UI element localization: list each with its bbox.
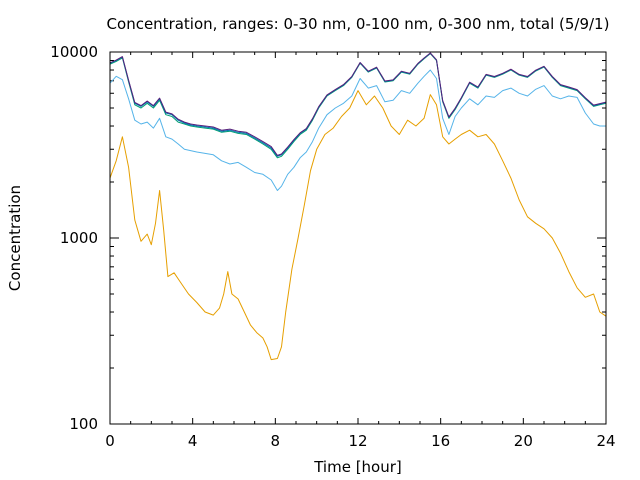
axis-ticks — [109, 51, 607, 425]
axis-tick-labels: 0 4 8 12 16 20 24 100 1000 10000 — [50, 43, 615, 450]
chart-title: Concentration, ranges: 0-30 nm, 0-100 nm… — [107, 15, 610, 33]
series-line-3 — [109, 53, 607, 159]
series-line-5 — [109, 52, 607, 156]
x-axis-label: Time [hour] — [313, 458, 402, 476]
x-tick-label: 24 — [596, 432, 615, 450]
x-tick-label: 20 — [514, 432, 533, 450]
x-tick-label: 0 — [105, 432, 115, 450]
x-tick-label: 8 — [271, 432, 281, 450]
plot-frame — [109, 51, 607, 425]
y-axis-label: Concentration — [6, 185, 24, 291]
x-tick-label: 4 — [188, 432, 198, 450]
y-tick-label: 1000 — [60, 229, 98, 247]
x-tick-label: 16 — [431, 432, 450, 450]
y-tick-label: 10000 — [50, 43, 98, 61]
series-line-4 — [109, 52, 607, 157]
x-tick-label: 12 — [348, 432, 367, 450]
data-series — [109, 52, 607, 361]
series-line-1 — [109, 90, 607, 361]
y-tick-label: 100 — [69, 415, 98, 433]
series-line-2 — [109, 69, 606, 191]
